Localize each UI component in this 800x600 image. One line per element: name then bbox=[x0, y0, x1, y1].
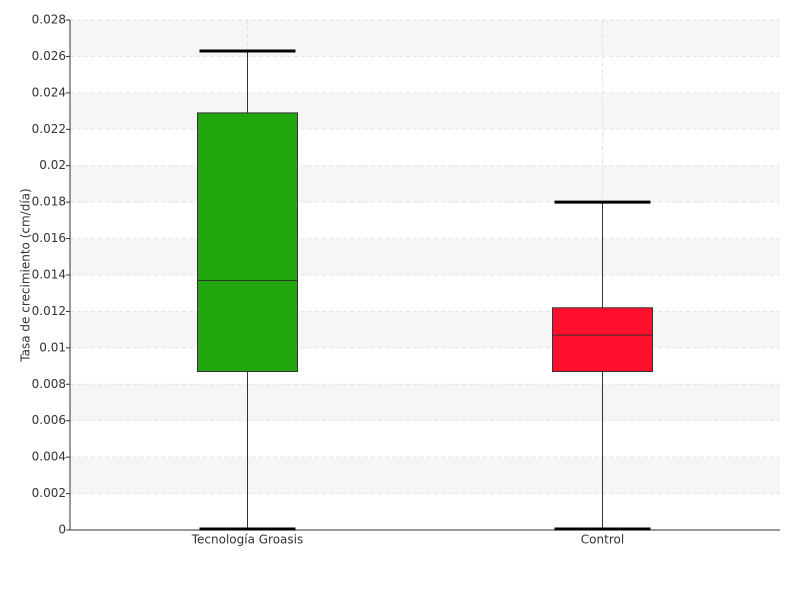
grid-band bbox=[70, 92, 780, 130]
y-tick-label: 0.028 bbox=[32, 13, 66, 27]
grid-band bbox=[70, 311, 780, 348]
y-tick-label: 0.002 bbox=[32, 486, 66, 500]
grid-band bbox=[70, 457, 780, 494]
y-tick-label: 0.02 bbox=[39, 158, 66, 172]
y-tick-label: 0.026 bbox=[32, 49, 66, 63]
x-tick-label: Control bbox=[581, 533, 624, 547]
y-tick-label: 0.01 bbox=[39, 340, 66, 354]
y-tick-label: 0.014 bbox=[32, 268, 66, 282]
y-tick-label: 0.018 bbox=[32, 195, 66, 209]
y-tick-label: 0.006 bbox=[32, 413, 66, 427]
y-tick-label: 0.012 bbox=[32, 304, 66, 318]
y-tick-label: 0.024 bbox=[32, 85, 66, 99]
box bbox=[552, 307, 653, 373]
y-tick-label: 0 bbox=[58, 523, 66, 537]
y-axis-label: Tasa de crecimiento (cm/día) bbox=[19, 188, 33, 362]
grid-band bbox=[70, 165, 780, 203]
y-tick-label: 0.022 bbox=[32, 122, 66, 136]
y-tick-label: 0.016 bbox=[32, 231, 66, 245]
grid-band bbox=[70, 20, 780, 57]
y-tick-label: 0.008 bbox=[32, 377, 66, 391]
y-tick-label: 0.004 bbox=[32, 450, 66, 464]
box bbox=[197, 112, 298, 373]
grid-band bbox=[70, 384, 780, 421]
grid-band bbox=[70, 238, 780, 275]
x-tick-label: Tecnología Groasis bbox=[191, 533, 304, 547]
